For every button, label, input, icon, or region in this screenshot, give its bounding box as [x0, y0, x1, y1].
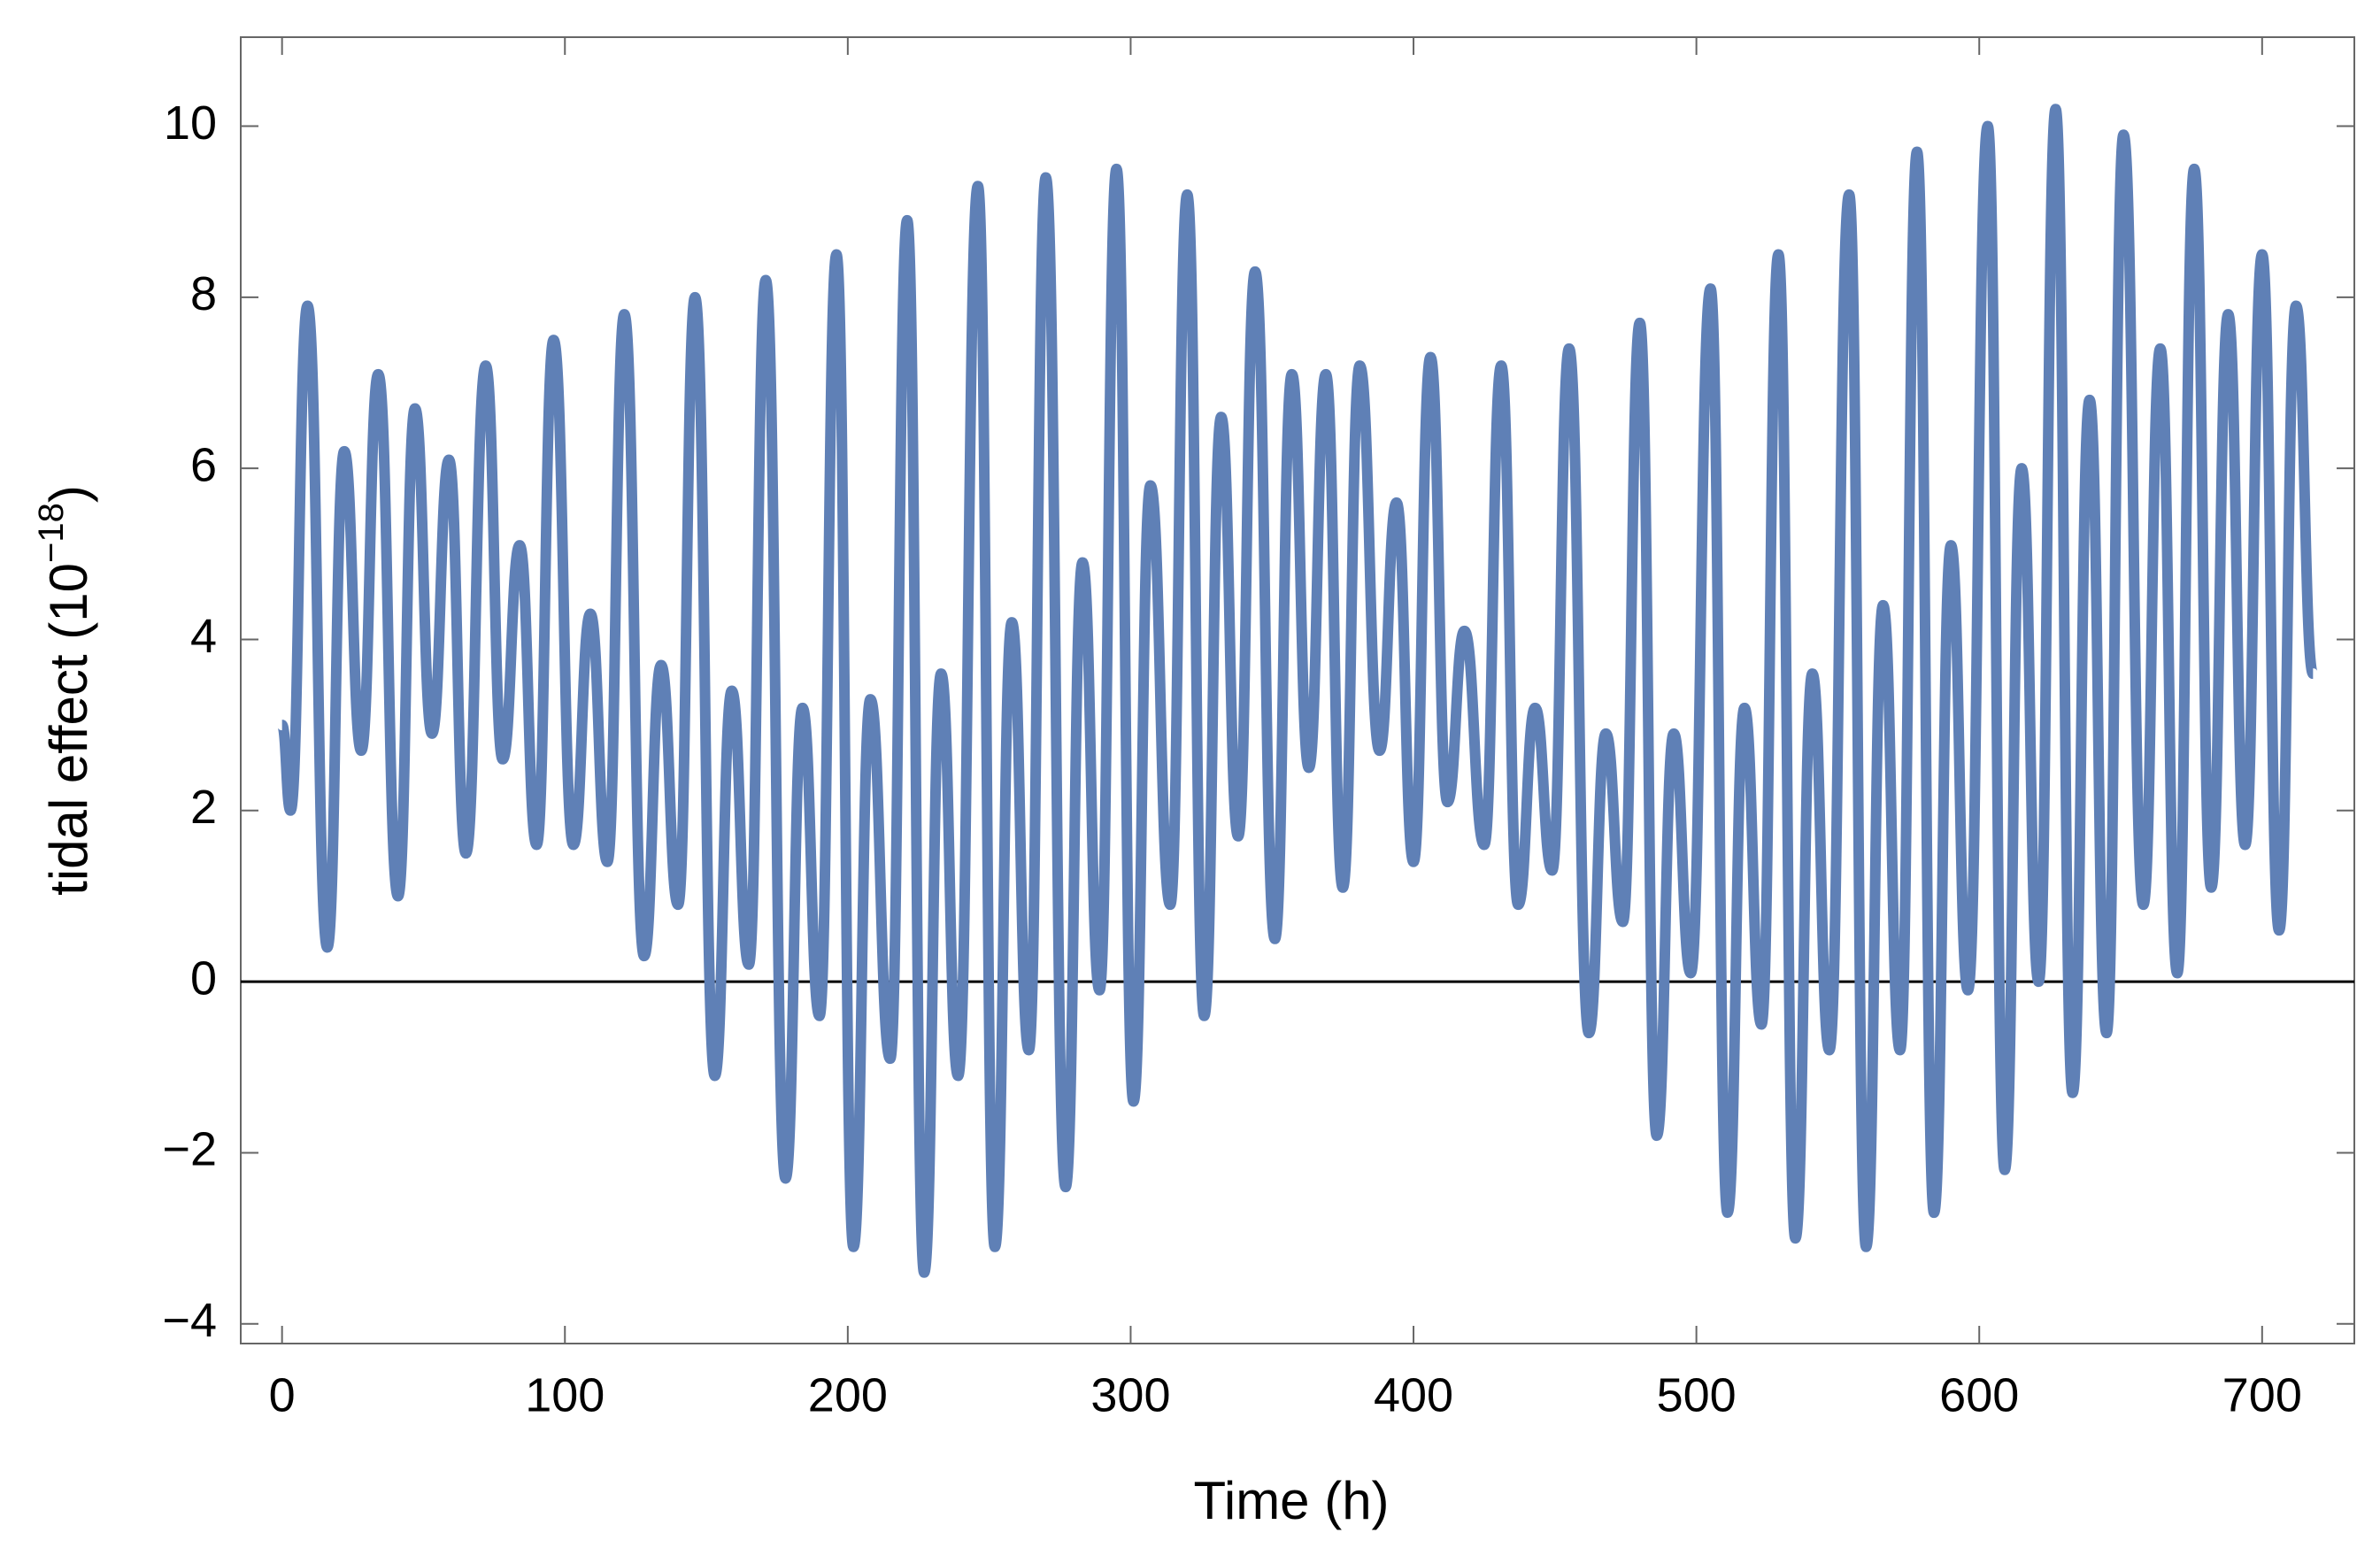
y-label-suffix: )	[39, 485, 98, 503]
x-axis-label: Time (h)	[1193, 1471, 1389, 1530]
y-tick-label: −2	[162, 1123, 217, 1176]
y-tick-label: 2	[190, 781, 217, 834]
x-tick-label: 0	[269, 1368, 296, 1421]
x-tick-label: 500	[1657, 1368, 1737, 1421]
plot-frame	[240, 36, 2355, 1344]
y-tick-label: 8	[190, 267, 217, 320]
y-label-text: tidal effect (10	[39, 563, 98, 896]
x-tick-label: 100	[525, 1368, 605, 1421]
y-tick-label: −4	[162, 1294, 217, 1347]
y-tick-label: 10	[164, 96, 217, 150]
y-tick-label: 6	[190, 438, 217, 491]
y-tick-label: 4	[190, 610, 217, 663]
y-label-exponent: −18	[32, 503, 71, 563]
x-tick-label: 400	[1374, 1368, 1453, 1421]
y-axis-label: tidal effect (10−18)	[32, 485, 98, 896]
x-tick-label: 600	[1939, 1368, 2019, 1421]
data-line	[276, 104, 2319, 1278]
y-tick-label: 0	[190, 951, 217, 1005]
x-tick-label: 300	[1090, 1368, 1170, 1421]
x-tick-label: 200	[808, 1368, 888, 1421]
x-tick-label: 700	[2222, 1368, 2302, 1421]
